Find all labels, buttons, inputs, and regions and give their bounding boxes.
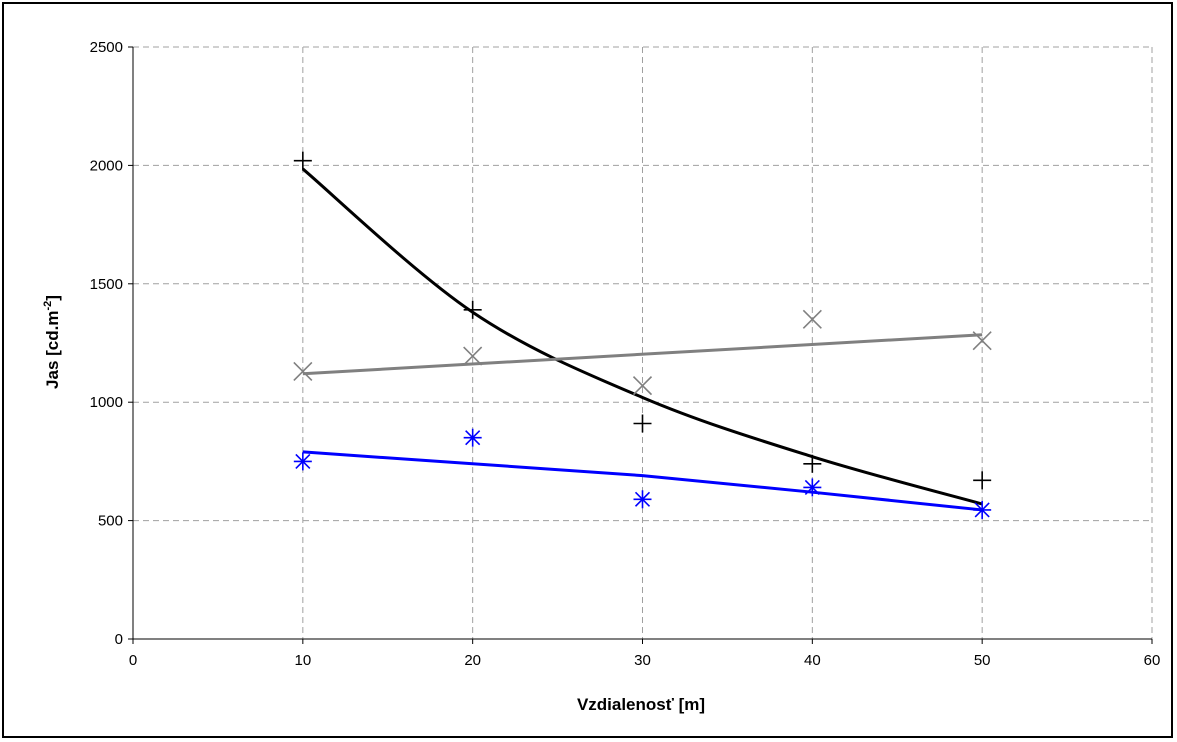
marker-stroke [632, 376, 653, 396]
data-point-series-2 [632, 376, 653, 396]
data-point-series-1 [633, 414, 652, 433]
y-tick-label: 1000 [90, 394, 123, 411]
trend-line-series-3 [302, 450, 983, 512]
y-axis-title-main: Jas [cd.m [43, 311, 62, 389]
y-axis-title: Jas [cd.m-2] [42, 295, 62, 389]
marker-stroke [465, 430, 481, 446]
y-tick-label: 2500 [90, 39, 123, 56]
x-tick-labels: 0 10 20 30 40 50 60 [129, 652, 1161, 669]
y-tick-label: 1500 [90, 276, 123, 293]
x-tick-label: 0 [129, 652, 137, 669]
x-axis-title: Vzdialenosť [m] [577, 695, 705, 714]
marker-stroke [634, 491, 651, 507]
data-point-series-2 [972, 331, 992, 351]
data-markers [293, 151, 992, 519]
data-point-series-3 [803, 478, 822, 497]
trend-lines [301, 167, 983, 512]
x-tick-label: 10 [294, 652, 311, 669]
x-tick-label: 40 [804, 652, 821, 669]
data-point-series-3 [463, 428, 482, 447]
x-tick-label: 30 [634, 652, 651, 669]
y-tick-labels: 0 500 1000 1500 2000 2500 [90, 39, 123, 648]
y-tick-label: 0 [115, 631, 123, 648]
y-axis-title-superscript: -2 [42, 301, 54, 311]
x-tick-label: 50 [974, 652, 991, 669]
data-point-series-2 [802, 309, 822, 329]
marker-stroke [463, 346, 483, 366]
data-point-series-1 [973, 471, 992, 490]
marker-stroke [804, 479, 820, 496]
data-point-series-1 [803, 454, 822, 473]
data-point-series-3 [633, 490, 652, 509]
data-point-series-1 [463, 300, 482, 319]
y-axis-title-end: ] [43, 295, 62, 301]
data-point-series-3 [293, 452, 312, 471]
trend-line-series-2 [302, 333, 983, 376]
x-tick-label: 20 [464, 652, 481, 669]
y-tick-label: 500 [98, 513, 123, 530]
data-point-series-2 [293, 361, 313, 381]
y-tick-label: 2000 [90, 157, 123, 174]
data-point-series-3 [973, 500, 992, 519]
gridlines [133, 46, 1153, 639]
marker-stroke [974, 502, 990, 518]
axes [128, 46, 1153, 644]
marker-stroke [802, 309, 822, 329]
data-point-series-1 [293, 151, 312, 170]
data-point-series-2 [463, 346, 483, 366]
x-tick-label: 60 [1144, 652, 1161, 669]
marker-stroke [295, 453, 311, 469]
marker-stroke [293, 361, 313, 381]
marker-stroke [972, 331, 992, 351]
trend-line-series-1 [301, 167, 983, 506]
